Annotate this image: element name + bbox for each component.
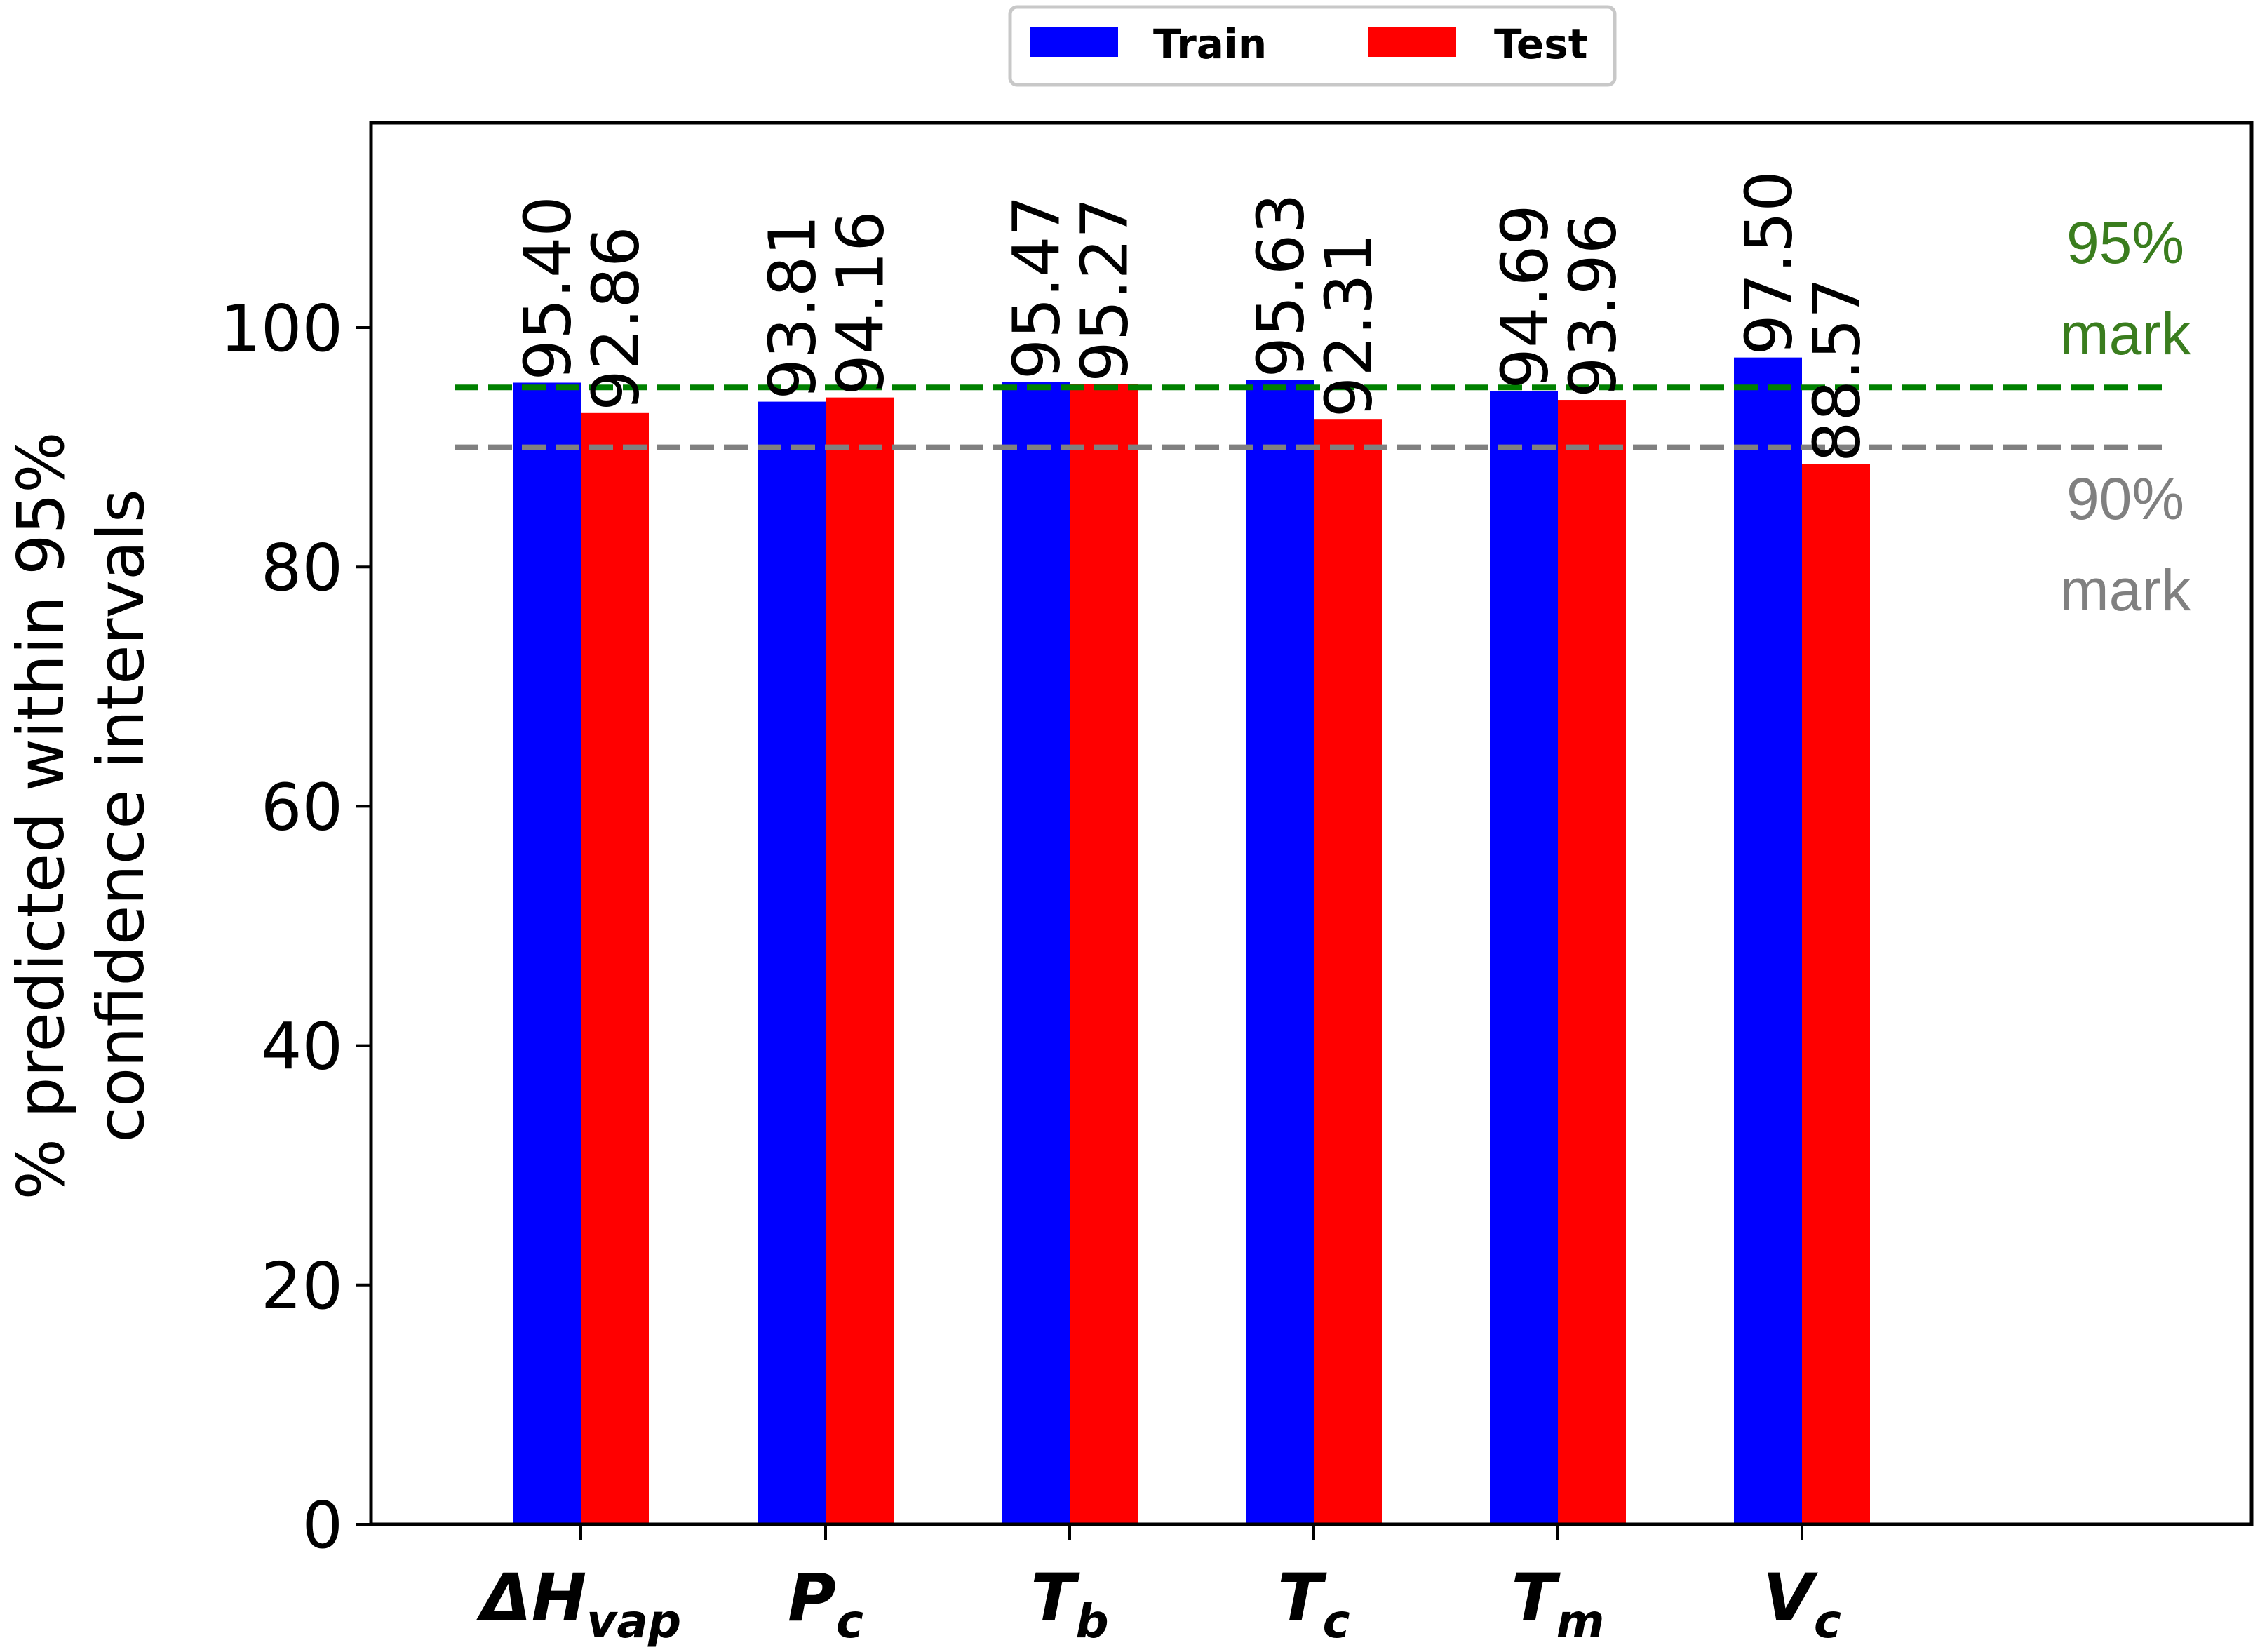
value-label-test: 92.31 xyxy=(1312,233,1387,417)
value-label-train: 95.40 xyxy=(511,196,586,380)
value-label-test: 95.27 xyxy=(1068,197,1143,382)
x-axis-ticks: ΔHvap Pc Tb Tc Tm Vc xyxy=(371,1522,2252,1648)
value-label-test: 94.16 xyxy=(823,210,899,395)
reference-label-90: mark xyxy=(2060,557,2192,623)
x-tick-label: Pc xyxy=(788,1560,863,1648)
reference-label-90: 90% xyxy=(2066,466,2184,532)
x-tick-label: Tb xyxy=(1030,1560,1108,1648)
bar-train xyxy=(1734,357,1802,1524)
reference-lines: 95% mark 90% mark xyxy=(455,210,2191,623)
x-tick-label-subscript: c xyxy=(1814,1594,1841,1648)
bar-train xyxy=(1490,391,1558,1524)
x-tick-label-subscript: c xyxy=(1323,1594,1350,1648)
bar-train xyxy=(1002,382,1070,1525)
legend-box xyxy=(1008,5,1617,87)
bar-test xyxy=(826,397,894,1524)
bar-test xyxy=(1314,419,1382,1524)
y-axis-label-line-1: % predicted within 95% xyxy=(4,431,79,1200)
y-axis-label-line-2: confidence intervals xyxy=(83,489,159,1143)
y-axis-ticks: 0 20 40 60 80 100 xyxy=(220,123,373,1563)
y-axis-label: % predicted within 95% confidence interv… xyxy=(4,431,159,1200)
bar-train xyxy=(513,382,581,1524)
y-tick-label: 80 xyxy=(261,530,343,605)
bar-train xyxy=(758,401,826,1525)
value-label-train: 93.81 xyxy=(755,215,830,399)
legend-label-test: Test xyxy=(1494,20,1587,68)
x-tick-label: Vc xyxy=(1763,1560,1841,1648)
x-tick-label-main: T xyxy=(1030,1560,1080,1637)
x-tick-label-subscript: b xyxy=(1075,1594,1108,1648)
bars xyxy=(513,357,1870,1525)
x-tick-label-subscript: c xyxy=(836,1594,863,1648)
value-label-test: 88.57 xyxy=(1800,278,1875,462)
value-label-test: 92.86 xyxy=(579,226,654,410)
y-tick-label: 40 xyxy=(261,1009,343,1084)
value-label-train: 95.47 xyxy=(1000,195,1075,380)
y-tick-label: 20 xyxy=(261,1249,343,1324)
reference-label-95: 95% xyxy=(2066,210,2184,276)
value-label-train: 97.50 xyxy=(1732,170,1807,355)
x-tick-label-main: P xyxy=(788,1560,836,1637)
legend: Train Test xyxy=(1008,5,1617,87)
bar-test xyxy=(581,412,649,1525)
value-label-test: 93.96 xyxy=(1556,213,1631,398)
bar-test xyxy=(1558,400,1626,1524)
x-tick-label-main: V xyxy=(1763,1560,1818,1637)
y-tick-label: 100 xyxy=(220,291,343,366)
x-tick-label-subscript: m xyxy=(1556,1594,1605,1648)
legend-label-train: Train xyxy=(1153,20,1267,68)
bar-test xyxy=(1070,384,1138,1524)
x-tick-label: Tm xyxy=(1512,1560,1605,1648)
legend-swatch-test xyxy=(1368,27,1456,57)
x-tick-label: ΔHvap xyxy=(476,1560,681,1648)
value-labels: 95.40 93.81 95.47 95.63 94.69 97.50 92.86 94.16… xyxy=(511,170,1875,462)
x-tick-label-main: T xyxy=(1277,1560,1327,1637)
value-label-train: 94.69 xyxy=(1488,204,1563,389)
x-tick-label-main: ΔH xyxy=(476,1560,586,1637)
bar-train xyxy=(1246,380,1314,1524)
bar-test xyxy=(1802,464,1870,1524)
x-tick-label-subscript: vap xyxy=(586,1594,681,1648)
value-label-train: 95.63 xyxy=(1244,193,1319,377)
x-tick-label: Tc xyxy=(1277,1560,1350,1648)
reference-label-95: mark xyxy=(2060,301,2192,367)
y-tick-label: 60 xyxy=(261,770,343,845)
y-tick-label: 0 xyxy=(302,1488,343,1563)
legend-swatch-train xyxy=(1030,27,1118,57)
x-tick-label-main: T xyxy=(1512,1560,1561,1637)
